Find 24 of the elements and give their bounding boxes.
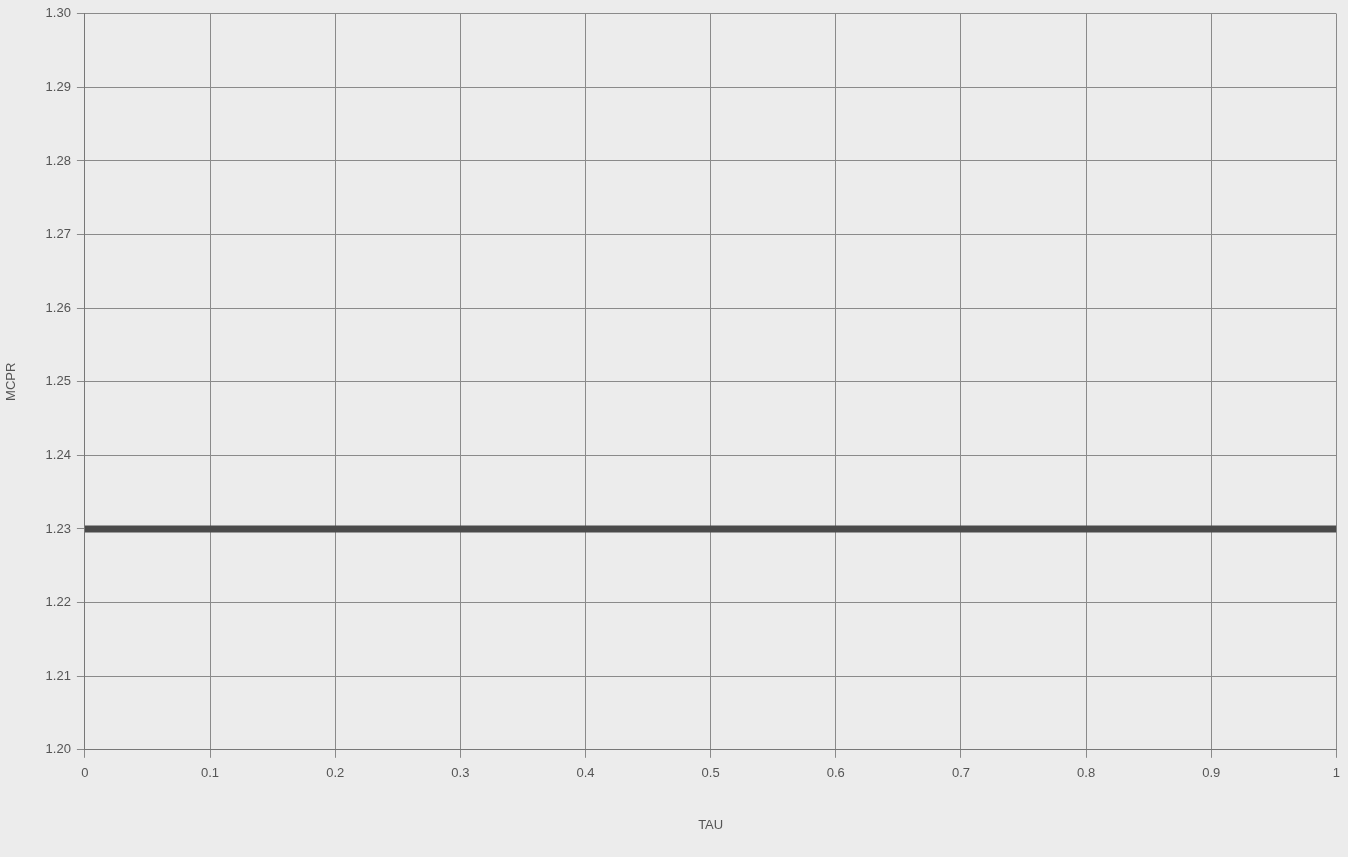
y-tick-label: 1.20 bbox=[45, 741, 71, 757]
x-tick-label: 0.2 bbox=[326, 765, 345, 781]
x-tick-label: 0.7 bbox=[951, 765, 970, 781]
y-tick-label: 1.27 bbox=[45, 226, 71, 242]
x-tick-label: 1 bbox=[1332, 765, 1340, 781]
y-tick-label: 1.30 bbox=[45, 5, 71, 21]
x-tick-label: 0.8 bbox=[1077, 765, 1096, 781]
x-tick-label: 0.1 bbox=[201, 765, 220, 781]
y-tick-label: 1.23 bbox=[45, 520, 71, 536]
x-tick-label: 0.9 bbox=[1202, 765, 1221, 781]
x-tick-label: 0 bbox=[81, 765, 89, 781]
x-axis-title: TAU bbox=[698, 816, 724, 832]
y-tick-label: 1.24 bbox=[45, 446, 71, 462]
y-tick-label: 1.21 bbox=[45, 667, 71, 683]
y-tick-label: 1.28 bbox=[45, 152, 71, 168]
x-tick-label: 0.5 bbox=[701, 765, 720, 781]
y-tick-label: 1.25 bbox=[45, 373, 71, 389]
x-tick-label: 0.4 bbox=[576, 765, 595, 781]
y-axis-title: MCPR bbox=[3, 362, 19, 401]
y-tick-label: 1.22 bbox=[45, 594, 71, 610]
y-tick-label: 1.26 bbox=[45, 299, 71, 315]
x-tick-label: 0.6 bbox=[826, 765, 845, 781]
y-tick-label: 1.29 bbox=[45, 78, 71, 94]
x-tick-label: 0.3 bbox=[451, 765, 470, 781]
